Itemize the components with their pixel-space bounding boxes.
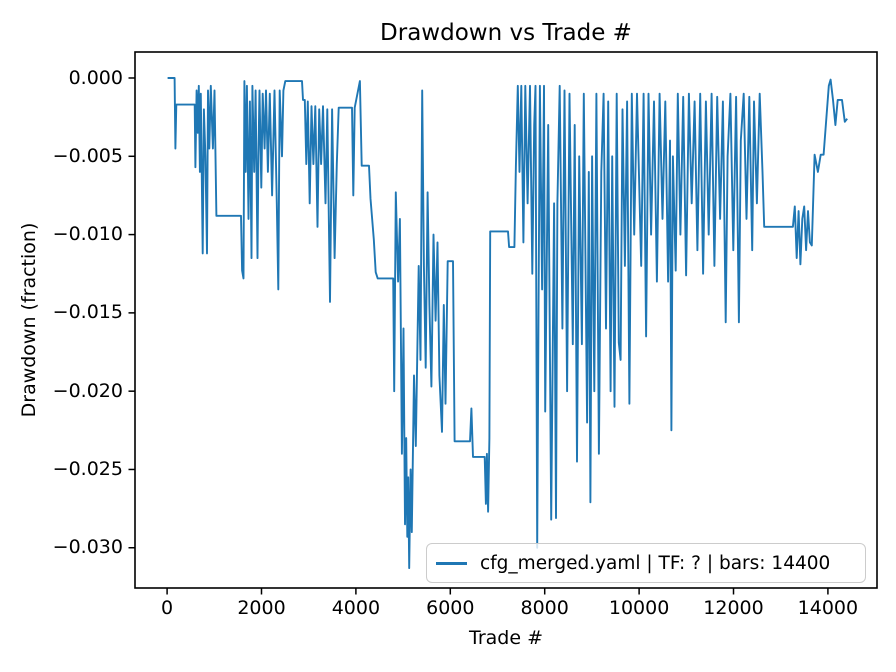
x-tick-label: 10000 bbox=[608, 597, 670, 619]
x-tick-label: 2000 bbox=[237, 597, 286, 619]
chart-title: Drawdown vs Trade # bbox=[380, 20, 632, 46]
x-tick-label: 6000 bbox=[426, 597, 475, 619]
y-tick-label: −0.020 bbox=[52, 379, 123, 402]
y-tick-label: −0.030 bbox=[52, 536, 123, 559]
y-tick-label: 0.000 bbox=[68, 66, 123, 89]
x-tick-label: 14000 bbox=[797, 597, 859, 619]
x-tick-label: 12000 bbox=[703, 597, 764, 619]
y-tick-label: −0.010 bbox=[52, 223, 123, 246]
drawdown-line bbox=[167, 77, 848, 570]
legend-line-sample bbox=[436, 561, 467, 565]
x-tick-label: 8000 bbox=[520, 597, 569, 619]
x-tick-label: 0 bbox=[161, 597, 174, 619]
y-tick-label: −0.025 bbox=[52, 458, 123, 480]
axes-frame bbox=[134, 51, 878, 589]
y-tick-label: −0.015 bbox=[52, 301, 123, 324]
legend-label: cfg_merged.yaml | TF: ? | bars: 14400 bbox=[480, 552, 831, 574]
legend: cfg_merged.yaml | TF: ? | bars: 14400 bbox=[426, 543, 866, 583]
x-tick-label: 4000 bbox=[331, 597, 381, 619]
x-axis-label: Trade # bbox=[469, 627, 543, 649]
y-tick-label: −0.005 bbox=[52, 144, 123, 167]
